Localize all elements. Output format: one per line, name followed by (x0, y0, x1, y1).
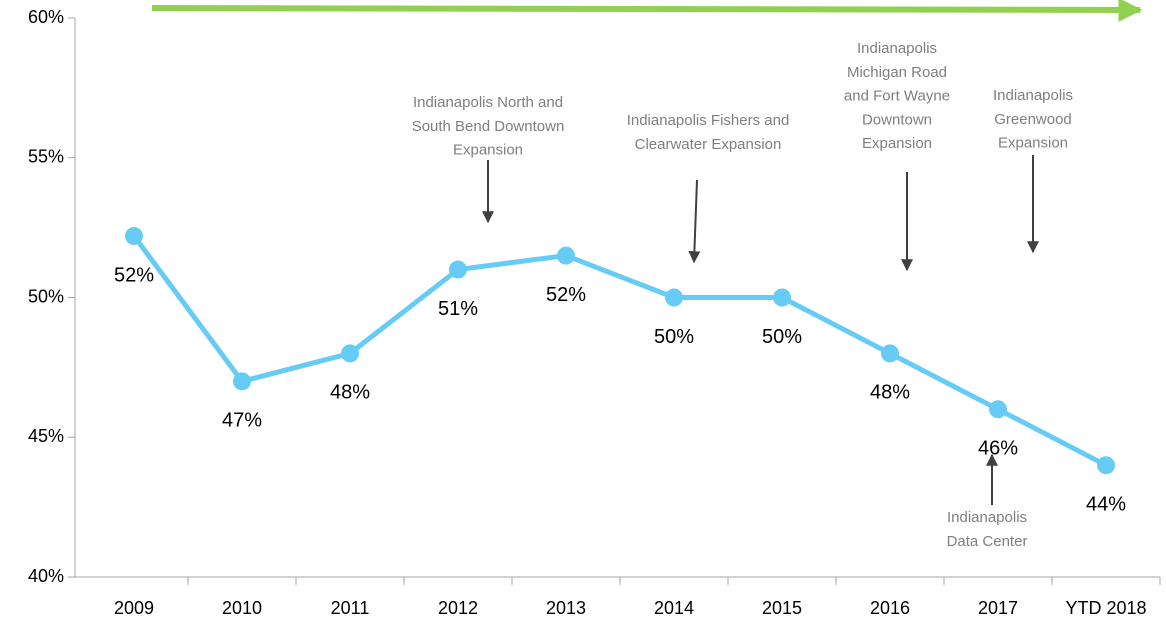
annotation-text: Data Center (947, 533, 1028, 550)
annotation-text: Downtown (862, 111, 932, 128)
y-tick-label: 40% (28, 566, 64, 586)
trend-arrow (151, 0, 1143, 22)
point (881, 344, 899, 363)
x-tick-label: YTD 2018 (1065, 598, 1146, 618)
y-tick-label: 50% (28, 286, 64, 306)
point (449, 260, 467, 279)
line (131, 234, 1108, 468)
point (341, 344, 359, 363)
annotation-text: Indianapolis (857, 40, 937, 57)
data-label: 48% (870, 382, 910, 404)
x-tick-label: 2013 (546, 598, 586, 618)
point (989, 400, 1007, 419)
x-tick-label: 2015 (762, 598, 802, 618)
y-tick-label: 55% (28, 147, 64, 167)
annotation-text: Indianapolis North and (413, 94, 563, 111)
x-tick-label: 2009 (114, 598, 154, 618)
data-label: 46% (978, 438, 1018, 460)
annotation-text: Greenwood (994, 111, 1072, 128)
data-label: 47% (222, 410, 262, 432)
x-tick-label: 2010 (222, 598, 262, 618)
annotation-text: South Bend Downtown (412, 118, 565, 135)
point (773, 288, 791, 307)
point (665, 288, 683, 307)
annotation-text: Clearwater Expansion (635, 136, 782, 153)
annotation-arrow (688, 179, 701, 264)
data-label: 50% (654, 326, 694, 348)
point (125, 227, 143, 246)
x-tick-label: 2016 (870, 598, 910, 618)
data-label: 48% (330, 382, 370, 404)
data-label: 50% (762, 326, 802, 348)
y-tick-label: 45% (28, 426, 64, 446)
point (1097, 456, 1115, 475)
x-tick-label: 2011 (331, 598, 370, 618)
point (557, 246, 575, 265)
annotation-text: Indianapolis (947, 509, 1027, 526)
annotation-text: and Fort Wayne (844, 88, 950, 105)
annotation-text: Expansion (998, 135, 1068, 152)
x-tick-label: 2012 (438, 598, 478, 618)
data-label: 52% (546, 284, 586, 306)
x-tick-label: 2014 (654, 598, 694, 618)
data-label: 52% (114, 264, 154, 286)
data-label: 44% (1086, 493, 1126, 515)
annotation-text: Michigan Road (847, 64, 947, 81)
y-tick-label: 60% (28, 7, 64, 27)
point (233, 372, 251, 391)
annotation-text: Indianapolis (993, 87, 1073, 104)
annotation-text: Indianapolis Fishers and (627, 112, 790, 129)
x-tick-label: 2017 (978, 598, 1018, 618)
annotation-text: Expansion (862, 135, 932, 152)
annotation-text: Expansion (453, 142, 523, 159)
data-label: 51% (438, 298, 478, 320)
